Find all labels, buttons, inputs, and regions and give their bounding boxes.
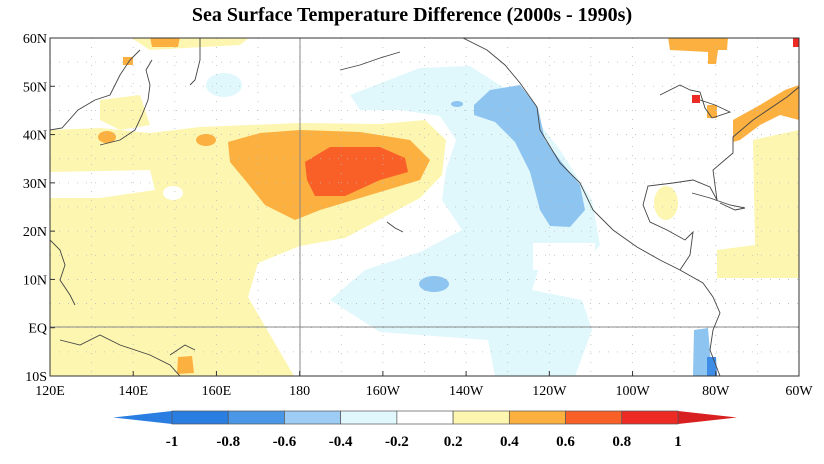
- anomaly-red-corner: [793, 38, 799, 47]
- x-tick-label: 180: [289, 384, 310, 399]
- colorbar-label: 0.2: [444, 434, 463, 450]
- colorbar-label: 0.4: [500, 434, 519, 450]
- neutral-hole: [163, 186, 183, 200]
- anomaly-yellow-gulf: [654, 186, 678, 220]
- colorbar-box: [452, 410, 510, 425]
- colorbar-label: 1: [674, 434, 682, 450]
- colorbar-label: -0.4: [329, 434, 353, 450]
- y-axis-ticks: 60N 50N 40N 30N 20N 10N EQ 10S: [23, 32, 55, 385]
- colorbar-box: [565, 410, 623, 425]
- y-tick-label: 20N: [23, 225, 47, 240]
- colorbar-label: -0.2: [385, 434, 409, 450]
- map-plot-area: [50, 38, 799, 376]
- anomaly-blue-tropical: [419, 276, 449, 292]
- anomaly-orange-patch: [196, 134, 216, 146]
- anomaly-blue-california: [474, 85, 585, 227]
- colorbar-box: [284, 410, 342, 425]
- anomaly-yellow-japan: [100, 95, 150, 130]
- neutral-patch: [533, 243, 595, 270]
- colorbar-under-triangle: [113, 411, 172, 424]
- y-tick-label: 60N: [23, 32, 47, 47]
- colorbar-box: [171, 410, 229, 425]
- anomaly-red-lake-superior: [692, 95, 700, 103]
- anomaly-orange-hudson: [668, 38, 728, 64]
- y-tick-label: 30N: [23, 177, 47, 192]
- x-tick-label: 80W: [702, 384, 730, 399]
- y-tick-label: 10N: [23, 273, 47, 288]
- x-tick-label: 100W: [615, 384, 650, 399]
- colorbar-box: [227, 410, 285, 425]
- x-tick-label: 140W: [449, 384, 484, 399]
- colorbar-label: 0.8: [612, 434, 631, 450]
- anomaly-blue-patch: [451, 101, 463, 107]
- colorbar-label: -0.8: [216, 434, 240, 450]
- colorbar-label: -1: [166, 434, 179, 450]
- map-title: Sea Surface Temperature Difference (2000…: [191, 4, 633, 26]
- colorbar-box: [340, 410, 398, 425]
- colorbar-box: [396, 410, 454, 425]
- anomaly-orange-ne-coast: [733, 85, 799, 142]
- y-tick-label: EQ: [28, 322, 47, 337]
- y-tick-label: 40N: [23, 129, 47, 144]
- anomaly-light-blue-patch: [206, 73, 242, 97]
- colorbar-box: [621, 410, 679, 425]
- anomaly-yellow-atlantic: [717, 130, 799, 278]
- colorbar: -1 -0.8 -0.6 -0.4 -0.2 0.2 0.4 0.6 0.8 1: [113, 410, 737, 450]
- colorbar-box: [508, 410, 566, 425]
- anomaly-red-core: [305, 147, 408, 196]
- x-tick-label: 140E: [118, 384, 148, 399]
- coastlines: [50, 38, 799, 376]
- neutral-band: [50, 170, 155, 198]
- anomaly-orange-korea: [98, 131, 116, 143]
- x-tick-label: 160W: [366, 384, 401, 399]
- x-tick-label: 120E: [35, 384, 65, 399]
- plot-frame: [49, 37, 800, 377]
- x-tick-label: 160E: [202, 384, 232, 399]
- colorbar-label: -0.6: [273, 434, 297, 450]
- colorbar-label: 0.6: [556, 434, 575, 450]
- x-tick-label: 60W: [785, 384, 813, 399]
- y-tick-label: 10S: [25, 370, 47, 385]
- y-tick-label: 50N: [23, 80, 47, 95]
- colorbar-over-triangle: [678, 411, 737, 424]
- x-tick-label: 120W: [532, 384, 567, 399]
- x-axis-ticks: 120E 140E 160E 180 160W 140W 120W 100W 80W 60W: [35, 371, 813, 399]
- anomaly-orange-png: [177, 356, 194, 374]
- anomaly-orange-siberia: [123, 38, 180, 65]
- anomaly-orange-lake: [707, 105, 717, 118]
